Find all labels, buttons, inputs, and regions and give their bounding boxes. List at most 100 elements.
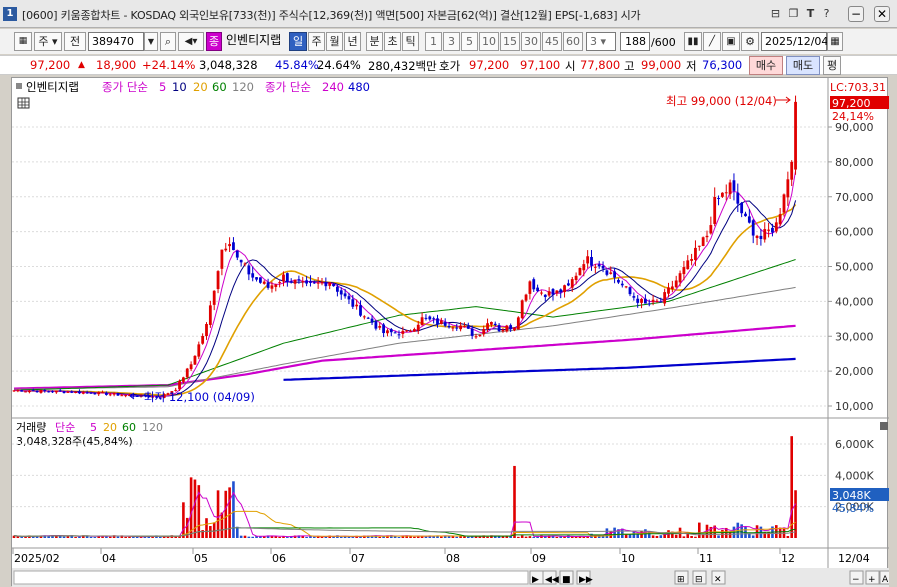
interval-10[interactable]: 10: [479, 32, 499, 51]
volume-bar: [62, 536, 66, 538]
candle-body: [690, 259, 693, 261]
interval-45[interactable]: 45: [542, 32, 562, 51]
candle-body: [201, 336, 205, 344]
candle-body: [89, 392, 93, 394]
save-icon[interactable]: ▣: [722, 32, 740, 51]
volume-bar: [748, 533, 751, 538]
volume-bar: [390, 535, 393, 538]
minimize-panel-icon[interactable]: ⊟: [770, 7, 781, 20]
candle-body: [235, 250, 239, 258]
font-icon[interactable]: T: [806, 7, 815, 20]
scroll-track[interactable]: [13, 570, 529, 585]
volume-bar: [182, 502, 185, 538]
prev-button[interactable]: 전: [64, 32, 86, 51]
period-week[interactable]: 주: [308, 32, 325, 51]
high-arrow-icon: [776, 96, 791, 104]
bottom-control[interactable]: ■: [559, 570, 574, 585]
grid-icon[interactable]: ▦: [14, 32, 32, 51]
bars-input[interactable]: 188: [620, 32, 650, 51]
date-input[interactable]: 2025/12/04: [761, 32, 828, 51]
bottom-control[interactable]: ▶: [529, 570, 544, 585]
volume-bar: [528, 536, 532, 538]
volume-bar: [393, 536, 397, 538]
code-dropdown-icon[interactable]: ▼: [144, 32, 158, 51]
candle-body: [543, 294, 547, 298]
volume-bar: [636, 533, 639, 538]
candle-body: [297, 279, 301, 281]
eval-button[interactable]: 평: [823, 56, 841, 75]
stock-code-input[interactable]: 389470: [88, 32, 144, 51]
interval-1[interactable]: 1: [425, 32, 442, 51]
volume-bar: [436, 535, 439, 538]
interval-15[interactable]: 15: [500, 32, 520, 51]
hoga-bid: 97,100: [520, 58, 561, 72]
period-year[interactable]: 년: [344, 32, 361, 51]
chart-area[interactable]: 인벤티지랩 종가 단순 5 10 20 60 120 종가 단순 240 480…: [11, 77, 894, 587]
bottom-control-glyph: ◀◀: [545, 575, 559, 585]
chart-type-icon[interactable]: ▮▮: [684, 32, 702, 51]
turnover-pct: 24.64%: [317, 58, 361, 72]
bottom-control[interactable]: ◀◀: [542, 570, 559, 585]
count-input[interactable]: 3 ▾: [586, 32, 616, 51]
search-icon[interactable]: ⌕: [160, 32, 176, 51]
buy-button[interactable]: 매수: [749, 56, 783, 75]
bottom-control[interactable]: ⊟: [692, 570, 707, 585]
calendar-icon[interactable]: ▦: [827, 32, 843, 51]
draw-line-icon[interactable]: ╱: [703, 32, 721, 51]
volume-bar: [497, 536, 501, 538]
interval-5[interactable]: 5: [461, 32, 478, 51]
candle-body: [782, 194, 786, 213]
bottom-control[interactable]: ▶▶: [576, 570, 593, 585]
market-select[interactable]: 주 ▾: [34, 32, 62, 51]
interval-60[interactable]: 60: [563, 32, 583, 51]
interval-3[interactable]: 3: [443, 32, 460, 51]
period-day[interactable]: 일: [289, 32, 307, 51]
bottom-control[interactable]: ⊞: [674, 570, 689, 585]
candle-body: [155, 396, 158, 398]
table-icon[interactable]: [17, 97, 30, 109]
volume-bar: [397, 537, 401, 538]
candle-body: [747, 216, 751, 223]
volume-bar: [82, 535, 85, 538]
volume-bar: [378, 536, 382, 538]
volume-bar: [647, 531, 651, 538]
volume-bar: [659, 535, 663, 538]
low-label: 저: [686, 59, 697, 73]
period-minute[interactable]: 분: [366, 32, 383, 51]
period-month[interactable]: 월: [326, 32, 343, 51]
legend-ma-label: 종가 단순: [102, 80, 148, 94]
candle-body: [563, 285, 566, 293]
help-icon[interactable]: ?: [823, 7, 830, 20]
volume-bar: [536, 536, 539, 538]
high-label: 고: [624, 59, 635, 73]
restore-icon[interactable]: ❐: [788, 7, 799, 20]
candle-body: [651, 299, 655, 303]
volume-bar: [209, 526, 212, 538]
candle-body: [162, 394, 166, 398]
volume-bar: [105, 535, 108, 538]
bottom-control[interactable]: +: [865, 570, 880, 585]
period-second[interactable]: 초: [384, 32, 401, 51]
close-button[interactable]: ✕: [874, 6, 890, 22]
sell-button[interactable]: 매도: [786, 56, 820, 75]
candle-body: [362, 316, 366, 318]
volume-legend-ma: 단순: [55, 421, 75, 434]
candle-body: [416, 324, 420, 331]
minimize-button[interactable]: −: [848, 6, 864, 22]
volume-bar: [47, 535, 50, 538]
candle-body: [166, 393, 170, 395]
interval-30[interactable]: 30: [521, 32, 541, 51]
candle-body: [251, 273, 255, 278]
volume-bar: [505, 536, 509, 538]
candle-body: [701, 237, 705, 246]
bottom-control[interactable]: −: [849, 570, 864, 585]
period-tick[interactable]: 틱: [402, 32, 419, 51]
settings-gear-icon[interactable]: ⚙: [741, 32, 759, 51]
bottom-control[interactable]: ✕: [711, 570, 726, 585]
pane-close-icon[interactable]: [880, 422, 888, 430]
bottom-control[interactable]: A: [879, 570, 894, 585]
volume-bar: [778, 527, 782, 538]
sound-icon[interactable]: ◀▾: [178, 32, 204, 51]
candle-body: [567, 283, 570, 286]
moving-averages: [13, 170, 797, 398]
